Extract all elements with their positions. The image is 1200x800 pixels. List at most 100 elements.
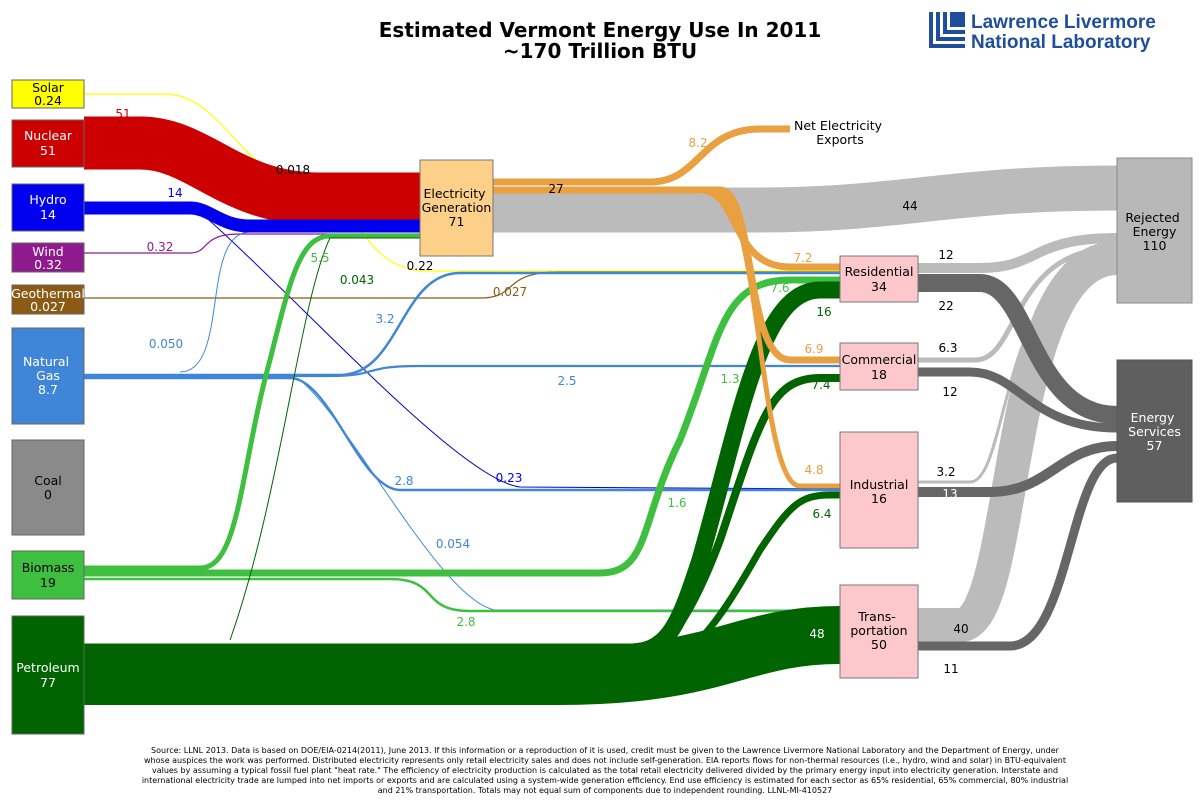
hub-energy-services-name-line-1: Energy	[1131, 410, 1175, 425]
hub-industrial-box	[839, 431, 919, 549]
llnl-logo: Lawrence Livermore National Laboratory	[929, 12, 1156, 53]
label-electricity-to-industrial: 4.8	[804, 463, 823, 477]
hub-residential-box	[839, 255, 919, 303]
label-biomass-to-residential: 7.6	[770, 281, 789, 295]
flow-biomass-to-residential	[84, 276, 840, 577]
hub-electricity-generation-name-line-1: Electricity	[423, 186, 486, 201]
label-electricity-rejected: 44	[902, 199, 917, 213]
source-hydro-box	[11, 183, 85, 232]
label-biomass-to-electricity: 5.5	[310, 251, 329, 265]
flow-gas-to-commercial	[84, 364, 840, 378]
net-electricity-exports-line-1: Net Electricity	[794, 118, 883, 133]
net-electricity-exports-line-2: Exports	[816, 132, 863, 147]
source-geothermal-box	[11, 284, 85, 315]
source-wind-name: Wind	[32, 244, 63, 259]
source-petroleum-value: 77	[40, 675, 56, 690]
hub-rejected-energy-name: Rejected Energy	[1125, 210, 1183, 239]
hub-transportation-box	[839, 584, 919, 679]
label-petroleum-to-transportation: 48	[809, 627, 824, 641]
label-electricity-delivered: 27	[548, 182, 563, 196]
source-nuclear-value: 51	[40, 143, 56, 158]
label-nuclear-out: 51	[115, 107, 130, 121]
source-petroleum: Petroleum 77	[11, 615, 85, 735]
label-electricity-to-residential: 7.2	[793, 251, 812, 265]
diagram-subtitle: ~170 Trillion BTU	[503, 39, 697, 63]
source-nuclear-name: Nuclear	[24, 128, 73, 143]
source-biomass: Biomass 19	[11, 550, 85, 600]
flow-transportation-rejected	[918, 241, 1119, 642]
hub-industrial: Industrial 16	[839, 431, 919, 549]
label-petroleum-to-industrial: 6.4	[812, 507, 831, 521]
source-hydro: Hydro 14	[11, 183, 85, 232]
hub-industrial-value: 16	[871, 491, 887, 506]
flow-biomass-to-electricity	[84, 233, 420, 571]
label-geothermal-to-residential: 0.027	[493, 285, 527, 299]
flow-industrial-services	[918, 441, 1118, 497]
source-solar-value: 0.24	[34, 93, 62, 108]
logo-line-1: Lawrence Livermore	[971, 12, 1156, 33]
hub-transportation-value: 50	[871, 637, 887, 652]
hub-rejected-energy-box	[1116, 157, 1193, 304]
source-geothermal-name: Geothermal	[11, 286, 85, 301]
hub-energy-services-name-line-2: Services	[1128, 424, 1181, 439]
source-solar-box	[11, 79, 85, 109]
source-wind: Wind 0.32	[11, 242, 85, 273]
hub-transportation: Trans- portation 50	[839, 584, 919, 679]
label-solar-to-electricity: 0.018	[276, 163, 310, 177]
flow-petroleum-to-residential	[84, 281, 840, 661]
hub-rejected-energy-value: 110	[1143, 238, 1167, 253]
hub-electricity-generation-value: 71	[449, 214, 465, 229]
source-solar: Solar 0.24	[11, 79, 85, 109]
net-electricity-exports-label: Net Electricity Exports	[794, 118, 886, 147]
label-commercial-services: 12	[942, 385, 957, 399]
source-natural-gas: Natural Gas 8.7	[11, 327, 85, 425]
hub-energy-services: Energy Services 57	[1116, 359, 1193, 503]
hub-residential: Residential 34	[839, 255, 919, 303]
flow-commercial-services	[918, 367, 1118, 433]
label-biomass-to-commercial: 1.3	[720, 372, 739, 386]
llnl-logo-icon	[929, 12, 965, 48]
hub-energy-services-value: 57	[1147, 438, 1163, 453]
hub-energy-services-name: Energy Services	[1128, 410, 1181, 439]
label-transportation-rejected: 40	[953, 622, 968, 636]
source-geothermal-value: 0.027	[30, 299, 66, 314]
flow-electricity-rejected	[493, 165, 1118, 233]
flow-lines	[84, 93, 1119, 705]
hub-rejected-energy: Rejected Energy 110	[1116, 157, 1193, 304]
hub-energy-services-box	[1116, 359, 1193, 503]
flow-gas-to-electricity	[179, 231, 420, 373]
label-gas-to-electricity: 0.050	[149, 337, 183, 351]
source-wind-value: 0.32	[34, 257, 62, 272]
hub-commercial-value: 18	[871, 367, 887, 382]
flow-value-labels: 51 14 0.018 0.32 0.22 0.027 5.5 0.043 0.…	[115, 107, 968, 676]
label-gas-to-industrial: 2.8	[394, 474, 413, 488]
logo-line-2: National Laboratory	[971, 32, 1151, 53]
hub-transportation-name-line-2: portation	[850, 623, 907, 638]
source-biomass-box	[11, 550, 85, 600]
source-petroleum-name: Petroleum	[16, 660, 79, 675]
source-biomass-name: Biomass	[22, 560, 75, 575]
source-petroleum-box	[11, 615, 85, 735]
source-natural-gas-value: 8.7	[38, 382, 58, 397]
source-wind-box	[11, 242, 85, 273]
label-commercial-rejected: 6.3	[938, 341, 957, 355]
hub-residential-value: 34	[871, 279, 887, 294]
hub-electricity-generation-name-line-2: Generation	[422, 200, 492, 215]
label-wind-out: 0.32	[147, 240, 174, 254]
source-natural-gas-box	[11, 327, 85, 425]
source-coal: Coal 0	[11, 439, 85, 536]
label-biomass-to-transportation: 2.8	[456, 615, 475, 629]
source-hydro-value: 14	[40, 207, 56, 222]
hub-electricity-generation: Electricity Generation 71	[419, 159, 494, 257]
hub-commercial-name: Commercial	[842, 352, 917, 367]
source-coal-value: 0	[44, 487, 52, 502]
hub-transportation-name: Trans- portation	[850, 609, 907, 638]
label-solar-to-residential: 0.22	[407, 259, 434, 273]
label-petroleum-to-residential: 16	[816, 305, 831, 319]
label-residential-services: 22	[938, 299, 953, 313]
hub-electricity-generation-box	[419, 159, 494, 257]
source-solar-name: Solar	[32, 80, 65, 95]
flow-wind-to-electricity	[84, 233, 420, 254]
flow-electricity-exports	[493, 125, 790, 186]
